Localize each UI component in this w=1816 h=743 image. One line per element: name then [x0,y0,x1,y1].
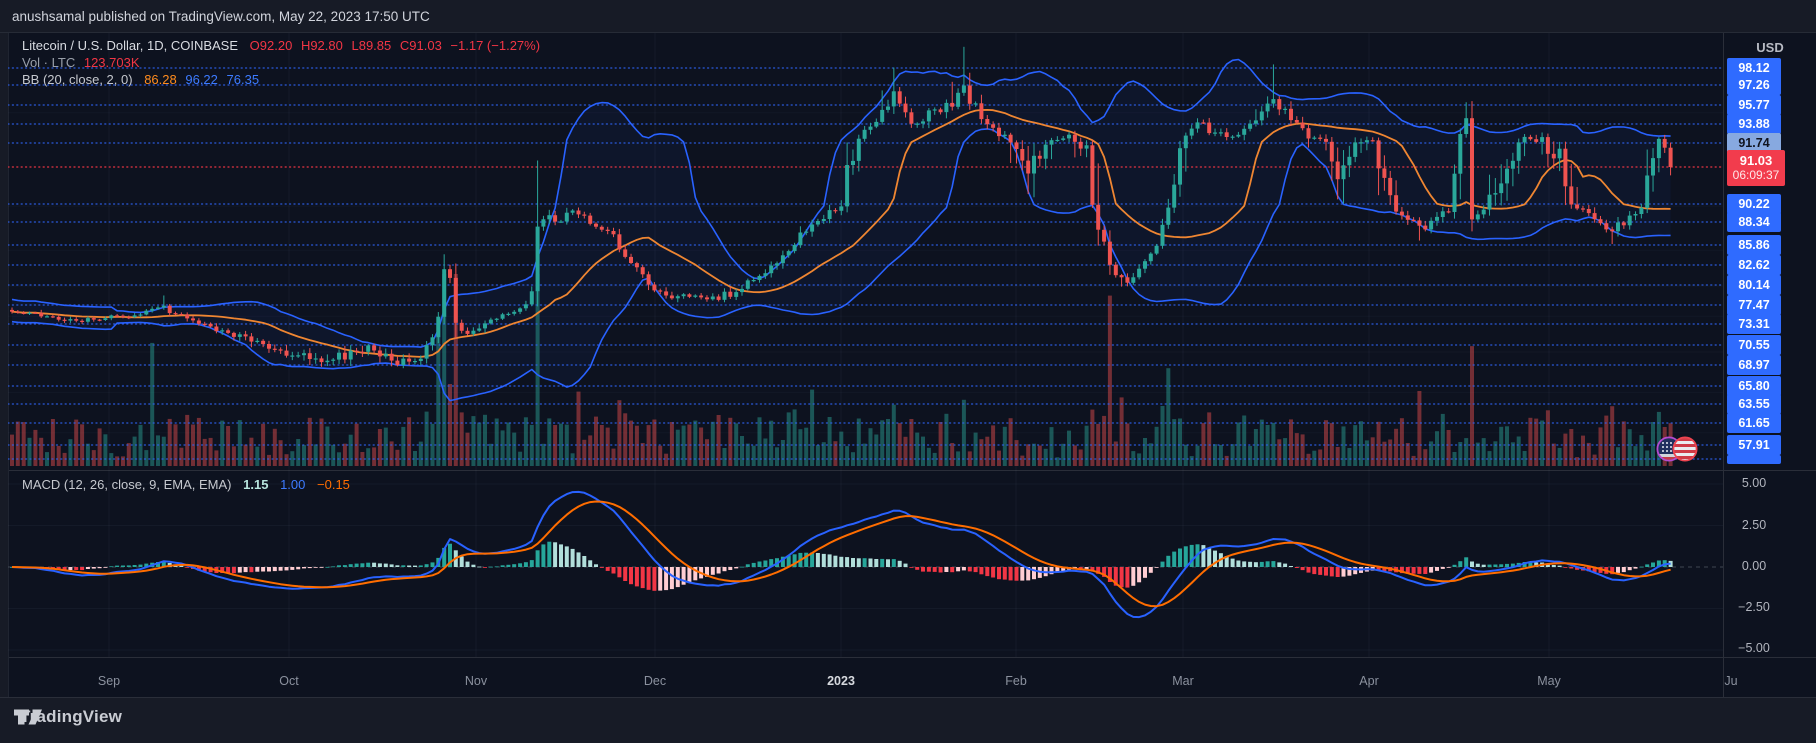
macd-label[interactable]: MACD (12, 26, close, 9, EMA, EMA) [22,477,232,492]
macd-axis-tick: 5.00 [1741,476,1767,490]
macd-line-value: 1.00 [280,477,306,492]
chart-frame-bottom [0,697,1816,698]
ohlc-close: C91.03 [399,38,442,53]
price-level-label: 70.55 [1727,335,1781,355]
current-price-value: 91.03 [1739,153,1773,168]
macd-pane-canvas[interactable] [8,470,1723,657]
price-level-label: 61.65 [1727,413,1781,433]
macd-legend[interactable]: MACD (12, 26, close, 9, EMA, EMA) 1.15 1… [22,477,350,492]
symbol-title[interactable]: Litecoin / U.S. Dollar, 1D, COINBASE [22,38,239,53]
price-level-label: 80.14 [1727,275,1781,295]
price-level-label: 95.77 [1727,95,1781,115]
tradingview-wordmark: TradingView [20,707,123,726]
price-level-label: 85.86 [1727,235,1781,255]
price-level-label: 91.74 [1727,133,1781,153]
time-axis-label: Sep [97,674,121,688]
time-axis-label: Oct [279,674,299,688]
volume-label[interactable]: Vol · LTC [22,55,76,70]
ltc-usd-flag-icon [1656,436,1698,462]
pane-separator-macd-time [8,657,1816,658]
price-pane-canvas[interactable] [8,33,1723,470]
publish-header-text: anushsamal published on TradingView.com,… [12,8,430,24]
bb-label[interactable]: BB (20, close, 2, 0) [22,72,133,87]
price-level-label: 93.88 [1727,114,1781,134]
ohlc-low: L89.85 [351,38,392,53]
footer-brand[interactable]: TradingView [13,707,122,727]
price-level-label: 63.55 [1727,394,1781,414]
price-level-label: 82.62 [1727,255,1781,275]
volume-value: 123.703K [83,55,140,70]
price-scale-axis[interactable]: USD 98.12 97.26 95.77 93.88 91.74 90.22 88.34 8… [1723,33,1816,697]
symbol-legend[interactable]: Litecoin / U.S. Dollar, 1D, COINBASE O92… [22,37,540,88]
price-level-label: 97.26 [1727,75,1781,95]
volume-legend-row[interactable]: Vol · LTC 123.703K [22,54,540,71]
bb-upper-value: 96.22 [185,72,218,87]
macd-axis-tick: −2.50 [1738,600,1770,614]
time-axis-label: Ju [1724,674,1738,688]
ohlc-open: O92.20 [249,38,293,53]
bb-legend-row[interactable]: BB (20, close, 2, 0) 86.28 96.22 76.35 [22,71,540,88]
macd-axis-tick: 0.00 [1741,559,1767,573]
bb-basis-value: 86.28 [144,72,177,87]
price-level-label: 98.12 [1727,58,1781,78]
time-scale-axis[interactable]: Sep Oct Nov Dec 2023 Feb Mar Apr May Ju [8,657,1816,697]
symbol-legend-row[interactable]: Litecoin / U.S. Dollar, 1D, COINBASE O92… [22,37,540,54]
macd-axis-tick: −5.00 [1738,641,1770,655]
time-axis-label: 2023 [827,674,855,688]
change-value: −1.17 (−1.27%) [450,38,541,53]
countdown-timer: 06:09:37 [1732,168,1780,182]
pane-separator-price-macd[interactable] [8,470,1816,471]
macd-axis-tick: 2.50 [1741,518,1767,532]
price-level-label: 73.31 [1727,314,1781,334]
macd-hist-value: 1.15 [243,477,269,492]
macd-signal-value: −0.15 [317,477,350,492]
time-axis-label: Apr [1359,674,1379,688]
time-axis-label: Feb [1005,674,1027,688]
current-price-label: 91.03 06:09:37 [1727,150,1785,186]
time-axis-label: Dec [643,674,667,688]
axis-separator-vertical [1723,33,1724,697]
axis-currency-label: USD [1756,40,1784,55]
header-divider [0,32,1816,33]
publish-header: anushsamal published on TradingView.com,… [0,0,1816,32]
time-axis-label: May [1537,674,1561,688]
time-axis-label: Nov [464,674,488,688]
price-level-label: 65.80 [1727,376,1781,396]
bb-lower-value: 76.35 [226,72,260,87]
time-axis-label: Mar [1172,674,1194,688]
price-level-label: 68.97 [1727,355,1781,375]
price-level-label: 88.34 [1727,212,1781,232]
ohlc-high: H92.80 [300,38,343,53]
price-level-label [1727,455,1781,464]
price-level-label: 90.22 [1727,194,1781,214]
tradingview-logo-icon [14,709,42,725]
price-level-label: 77.47 [1727,295,1781,315]
price-level-label: 57.91 [1727,435,1781,455]
